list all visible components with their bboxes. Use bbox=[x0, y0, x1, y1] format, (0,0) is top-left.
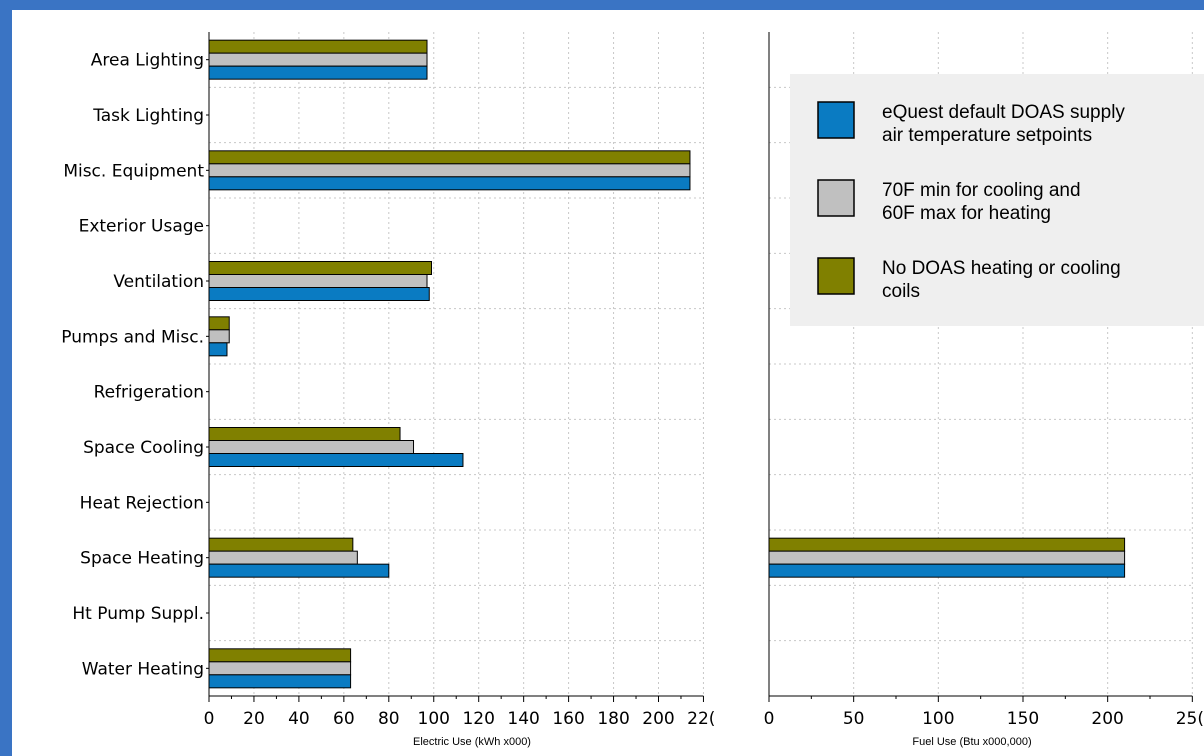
bar-3 bbox=[208, 648, 352, 663]
x-tick-label: 160 bbox=[552, 709, 584, 729]
category-label: Area Lighting bbox=[91, 51, 204, 71]
legend-box bbox=[790, 74, 1204, 326]
category-label: Ht Pump Suppl. bbox=[72, 604, 204, 624]
x-tick-label: 20 bbox=[243, 709, 265, 729]
x-tick-label: 200 bbox=[1091, 709, 1123, 729]
bar-1 bbox=[208, 176, 691, 191]
x-tick-label: 100 bbox=[922, 709, 954, 729]
legend-label: 60F max for heating bbox=[882, 203, 1051, 224]
bar-3 bbox=[208, 39, 428, 54]
x-tick-label: 120 bbox=[462, 709, 494, 729]
category-label: Refrigeration bbox=[94, 383, 204, 403]
x-tick-label: 150 bbox=[1007, 709, 1039, 729]
x-tick-label: 180 bbox=[597, 709, 629, 729]
x-tick-label: 25( bbox=[1176, 709, 1204, 729]
bar-3 bbox=[768, 537, 1126, 552]
bar-3 bbox=[208, 427, 401, 441]
bar-2 bbox=[208, 329, 230, 344]
bar-1 bbox=[768, 563, 1126, 578]
bar-1 bbox=[208, 287, 430, 301]
category-label: Task Lighting bbox=[92, 106, 204, 126]
category-label: Water Heating bbox=[82, 659, 204, 679]
x-tick-label: 50 bbox=[843, 709, 865, 729]
bar-2 bbox=[208, 274, 428, 288]
category-label: Ventilation bbox=[113, 272, 204, 292]
energy-use-chart: 0 20 40 60 80 100 120 140 160 180 200 22( Electric U… bbox=[61, 32, 1204, 748]
legend-label: air temperature setpoints bbox=[882, 125, 1092, 146]
category-label: Exterior Usage bbox=[79, 217, 204, 237]
bar-1 bbox=[208, 563, 390, 578]
x-tick-label: 200 bbox=[642, 709, 674, 729]
bar-3 bbox=[208, 150, 691, 165]
bar-2 bbox=[208, 550, 358, 565]
bar-1 bbox=[208, 674, 352, 689]
bar-2 bbox=[208, 440, 415, 454]
bar-3 bbox=[208, 537, 354, 552]
x-tick-label: 140 bbox=[507, 709, 539, 729]
bar-2 bbox=[208, 52, 428, 67]
bar-1 bbox=[208, 342, 228, 357]
legend-swatch bbox=[817, 179, 855, 217]
bar-3 bbox=[208, 316, 230, 331]
x-axis-title: Fuel Use (Btu x000,000) bbox=[912, 736, 1031, 748]
x-tick-label: 0 bbox=[204, 709, 215, 729]
category-label: Space Heating bbox=[80, 549, 204, 569]
legend-label: eQuest default DOAS supply bbox=[882, 102, 1125, 123]
bar-1 bbox=[208, 65, 428, 80]
legend-swatch bbox=[817, 101, 855, 139]
x-tick-label: 100 bbox=[418, 709, 450, 729]
category-label: Heat Rejection bbox=[80, 493, 204, 513]
x-axis-title: Electric Use (kWh x000) bbox=[413, 736, 531, 748]
x-tick-label: 80 bbox=[378, 709, 400, 729]
bar-2 bbox=[208, 661, 352, 676]
chart-frame: 0 20 40 60 80 100 120 140 160 180 200 22( Electric U… bbox=[12, 10, 1204, 756]
x-tick-label: 0 bbox=[764, 709, 775, 729]
legend-swatch bbox=[817, 257, 855, 295]
category-label: Misc. Equipment bbox=[63, 161, 204, 181]
x-tick-label: 40 bbox=[288, 709, 310, 729]
bar-2 bbox=[768, 550, 1126, 565]
bar-3 bbox=[208, 261, 433, 275]
category-label: Space Cooling bbox=[83, 438, 204, 458]
legend-label: coils bbox=[882, 281, 920, 302]
x-tick-label: 22( bbox=[687, 709, 715, 729]
bar-1 bbox=[208, 453, 464, 467]
legend-label: 70F min for cooling and bbox=[882, 180, 1081, 201]
bar-2 bbox=[208, 163, 691, 178]
legend-label: No DOAS heating or cooling bbox=[882, 258, 1121, 279]
x-tick-label: 60 bbox=[333, 709, 355, 729]
category-label: Pumps and Misc. bbox=[61, 327, 204, 347]
